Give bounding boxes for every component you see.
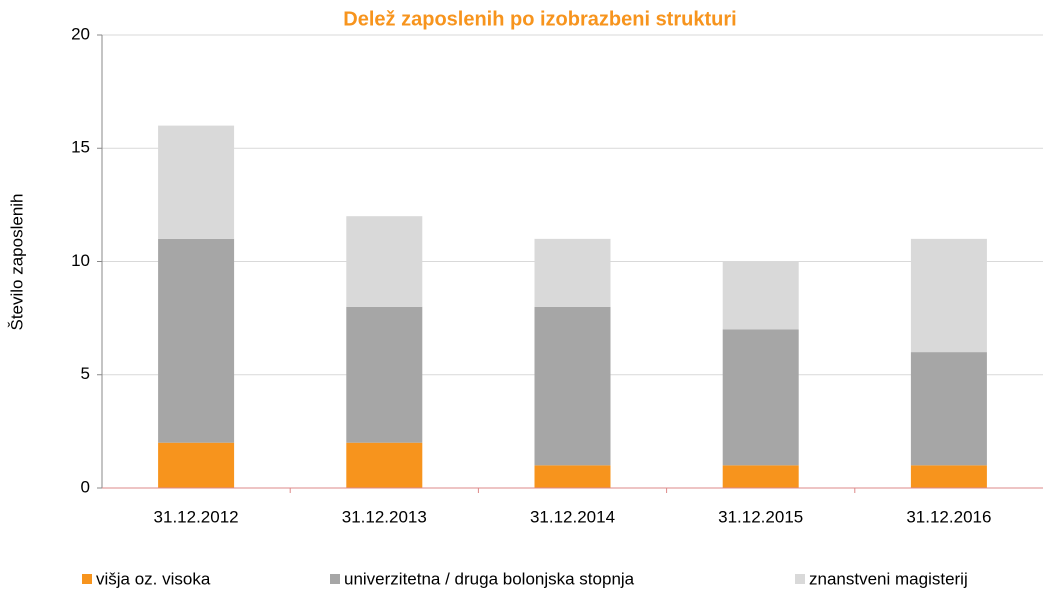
bar-segment [722, 329, 799, 466]
bar-segment [910, 238, 987, 353]
y-tick-label: 15 [71, 138, 90, 157]
bar-segment [158, 125, 235, 239]
legend-label: znanstveni magisterij [809, 569, 968, 588]
y-tick-label: 5 [81, 364, 90, 383]
x-tick-label: 31.12.2016 [906, 507, 991, 526]
bar-segment [722, 465, 799, 488]
bar-segment [346, 442, 423, 488]
y-tick-label: 20 [71, 24, 90, 43]
legend-swatch [82, 574, 92, 584]
bar-segment [534, 238, 611, 307]
y-axis-label: Število zaposlenih [7, 193, 26, 330]
y-tick-label: 0 [81, 477, 90, 496]
bar-segment [346, 306, 423, 443]
x-tick-label: 31.12.2015 [718, 507, 803, 526]
x-tick-label: 31.12.2014 [530, 507, 615, 526]
bar-segment [722, 261, 799, 330]
legend-swatch [330, 574, 340, 584]
bar-segment [910, 352, 987, 466]
bar-segment [158, 442, 235, 488]
legend-label: višja oz. visoka [96, 569, 211, 588]
x-tick-label: 31.12.2013 [342, 507, 427, 526]
bar-segment [346, 216, 423, 307]
x-tick-label: 31.12.2012 [154, 507, 239, 526]
y-tick-label: 10 [71, 251, 90, 270]
bar-segment [534, 465, 611, 488]
legend-label: univerzitetna / druga bolonjska stopnja [344, 569, 635, 588]
legend-swatch [795, 574, 805, 584]
chart-title: Delež zaposlenih po izobrazbeni struktur… [343, 8, 736, 30]
bar-segment [910, 465, 987, 488]
bar-segment [158, 238, 235, 443]
bar-segment [534, 306, 611, 466]
